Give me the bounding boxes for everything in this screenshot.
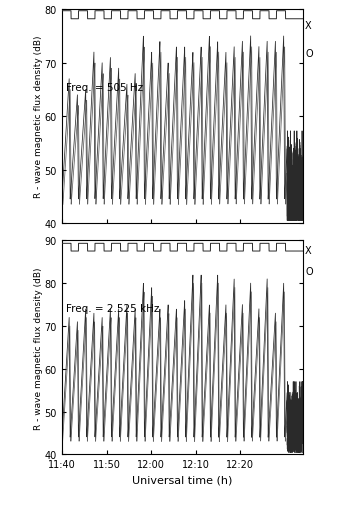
Text: O: O [305,48,313,59]
Y-axis label: R - wave magnetic flux density (dB): R - wave magnetic flux density (dB) [34,267,43,429]
Text: X: X [305,21,312,31]
Text: Freq. = 2.525 kHz: Freq. = 2.525 kHz [66,304,160,314]
Text: O: O [305,267,313,276]
Text: X: X [305,245,312,255]
Y-axis label: R - wave magnetic flux density (dB): R - wave magnetic flux density (dB) [34,36,43,198]
Text: Freq. = 505 Hz: Freq. = 505 Hz [66,83,143,93]
X-axis label: Universal time (h): Universal time (h) [132,475,233,485]
